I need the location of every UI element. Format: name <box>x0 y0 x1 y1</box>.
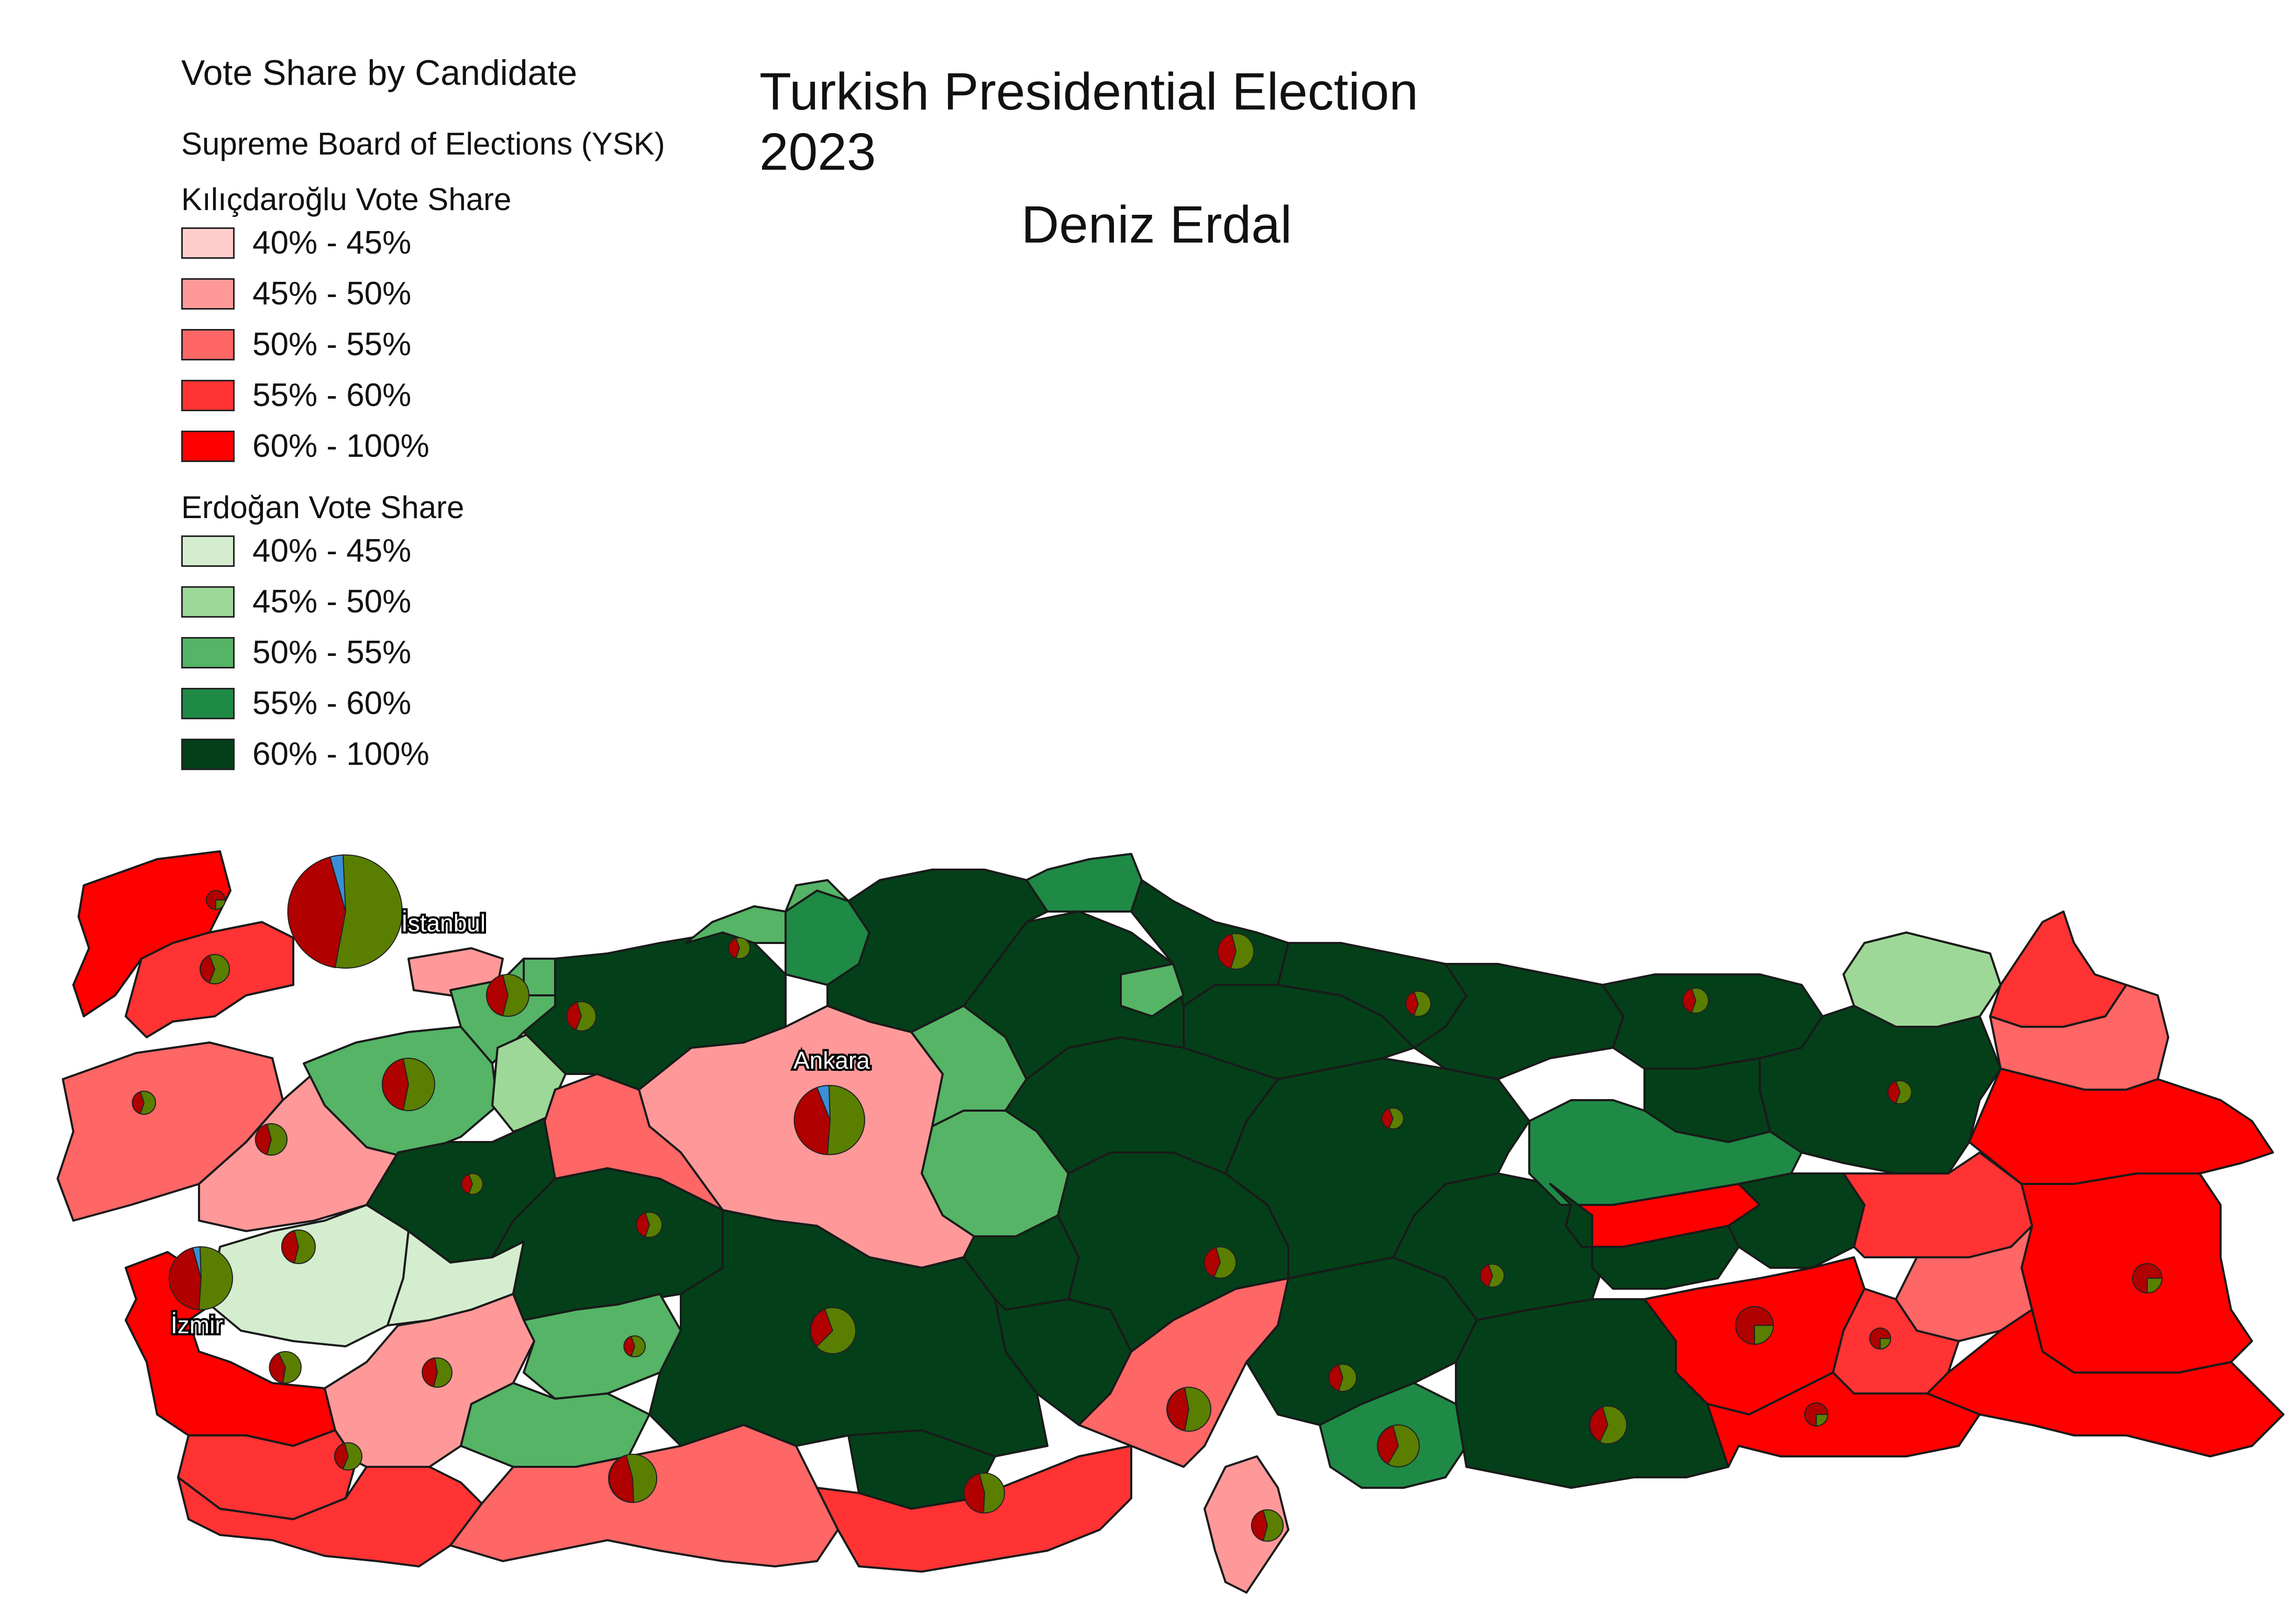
region-kastamonu <box>826 869 1048 1033</box>
legend-label: 60% - 100% <box>252 736 429 772</box>
region-sirnak <box>1926 1309 2284 1457</box>
legend-erdogan-heading: Erdoğan Vote Share <box>181 490 465 525</box>
legend-item-erdogan-50-55: 50% - 55% <box>181 634 548 674</box>
pie-hatay <box>1251 1509 1284 1542</box>
legend-label: 40% - 45% <box>252 225 412 261</box>
pie-sakarya <box>566 1001 597 1032</box>
legend-swatch <box>181 739 235 770</box>
pie-sivas <box>1381 1107 1404 1129</box>
pie-kayseri <box>1204 1246 1237 1279</box>
pie-balikesir <box>255 1123 288 1156</box>
pie-mardin <box>1804 1402 1829 1427</box>
pie-denizli <box>422 1357 452 1388</box>
legend-kilicdaroglu-heading: Kılıçdaroğlu Vote Share <box>181 182 512 217</box>
legend-item-kilicdaroglu-55-60: 55% - 60% <box>181 377 548 416</box>
legend-label: 40% - 45% <box>252 533 412 569</box>
city-label-istanbul: İstanbul <box>401 909 485 937</box>
pie-tekirdag <box>200 954 230 984</box>
region-sinop <box>1025 853 1143 913</box>
pie-gaziantep <box>1377 1424 1420 1467</box>
legend-label: 50% - 55% <box>252 634 412 671</box>
region-zonguldak-bartin <box>685 905 787 944</box>
legend-title: Vote Share by Candidate <box>181 53 578 93</box>
legend-swatch <box>181 637 235 668</box>
pie-kocaeli <box>485 974 529 1017</box>
pie-kahramanmaras <box>1328 1364 1357 1392</box>
pie-van <box>2132 1263 2163 1294</box>
pie-antalya <box>608 1454 657 1504</box>
region-ardahan-kars <box>1989 910 2127 1028</box>
legend-label: 60% - 100% <box>252 428 429 464</box>
pie-izmir <box>169 1246 233 1311</box>
pie-mersin <box>963 1473 1005 1514</box>
city-label-izmir: İzmir <box>171 1311 223 1338</box>
region-osmaniye-hatay <box>1204 1455 1289 1594</box>
legend-swatch <box>181 535 235 567</box>
legend-swatch <box>181 227 235 259</box>
region-corum-north <box>1120 963 1185 1017</box>
region-mardin <box>1706 1371 1981 1468</box>
legend-item-kilicdaroglu-60-100: 60% - 100% <box>181 428 548 467</box>
province-pies <box>131 854 2163 1542</box>
region-giresun <box>1413 963 1625 1080</box>
legend-item-erdogan-40-45: 40% - 45% <box>181 533 548 572</box>
pie-batman <box>1869 1327 1892 1350</box>
map-title: Turkish Presidential Election 2023 <box>759 62 1418 181</box>
pie-bursa <box>381 1058 435 1111</box>
pie-zonguldak <box>728 937 750 959</box>
legend-item-kilicdaroglu-45-50: 45% - 50% <box>181 276 548 315</box>
city-labels: İstanbul Ankara İzmir <box>169 907 872 1341</box>
legend-swatch <box>181 586 235 618</box>
region-bingol <box>1727 1172 1866 1269</box>
legend-item-erdogan-55-60: 55% - 60% <box>181 685 548 725</box>
legend-label: 55% - 60% <box>252 685 412 721</box>
pie-edirne <box>206 890 226 910</box>
pie-mugla <box>334 1442 362 1471</box>
city-label-ankara: Ankara <box>793 1047 870 1074</box>
pie-manisa <box>281 1230 316 1264</box>
pie-aydin <box>269 1351 302 1384</box>
region-karabuk <box>785 879 849 913</box>
legend-item-erdogan-60-100: 60% - 100% <box>181 736 548 775</box>
region-elazig <box>1549 1183 1740 1290</box>
pie-malatya <box>1480 1264 1505 1288</box>
legend-item-kilicdaroglu-40-45: 40% - 45% <box>181 225 548 264</box>
legend-swatch <box>181 329 235 360</box>
legend-swatch <box>181 380 235 411</box>
pie-sanliurfa <box>1588 1406 1627 1444</box>
pie-ankara <box>793 1084 865 1156</box>
legend-item-erdogan-45-50: 45% - 50% <box>181 584 548 623</box>
pie-kutahya <box>461 1173 483 1195</box>
legend-label: 45% - 50% <box>252 584 412 620</box>
pie-konya <box>809 1307 856 1354</box>
pie-ordu <box>1405 991 1431 1017</box>
legend-item-kilicdaroglu-50-55: 50% - 55% <box>181 326 548 366</box>
pie-trabzon <box>1682 987 1709 1014</box>
legend-swatch <box>181 431 235 462</box>
pie-eskisehir <box>635 1212 663 1238</box>
pie-samsun <box>1217 933 1254 970</box>
pie-istanbul <box>287 854 403 969</box>
legend-label: 50% - 55% <box>252 326 412 363</box>
legend-swatch <box>181 278 235 310</box>
map-author: Deniz Erdal <box>1021 195 1292 254</box>
pie-afyon <box>623 1335 646 1357</box>
legend-swatch <box>181 688 235 719</box>
legend-label: 45% - 50% <box>252 276 412 312</box>
legend-source: Supreme Board of Elections (YSK) <box>181 126 665 161</box>
pie-canakkale <box>131 1091 156 1115</box>
pie-erzurum <box>1887 1080 1912 1104</box>
legend-label: 55% - 60% <box>252 377 412 413</box>
pie-adana <box>1166 1387 1211 1432</box>
pie-diyarbakir <box>1735 1306 1774 1345</box>
